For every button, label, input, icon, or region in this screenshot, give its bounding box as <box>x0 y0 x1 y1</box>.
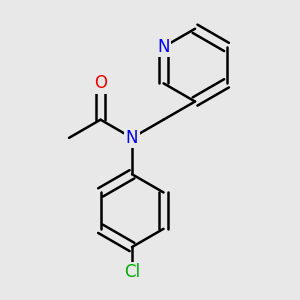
Text: Cl: Cl <box>124 263 140 281</box>
Text: N: N <box>157 38 170 56</box>
Text: N: N <box>126 129 138 147</box>
Text: O: O <box>94 74 107 92</box>
